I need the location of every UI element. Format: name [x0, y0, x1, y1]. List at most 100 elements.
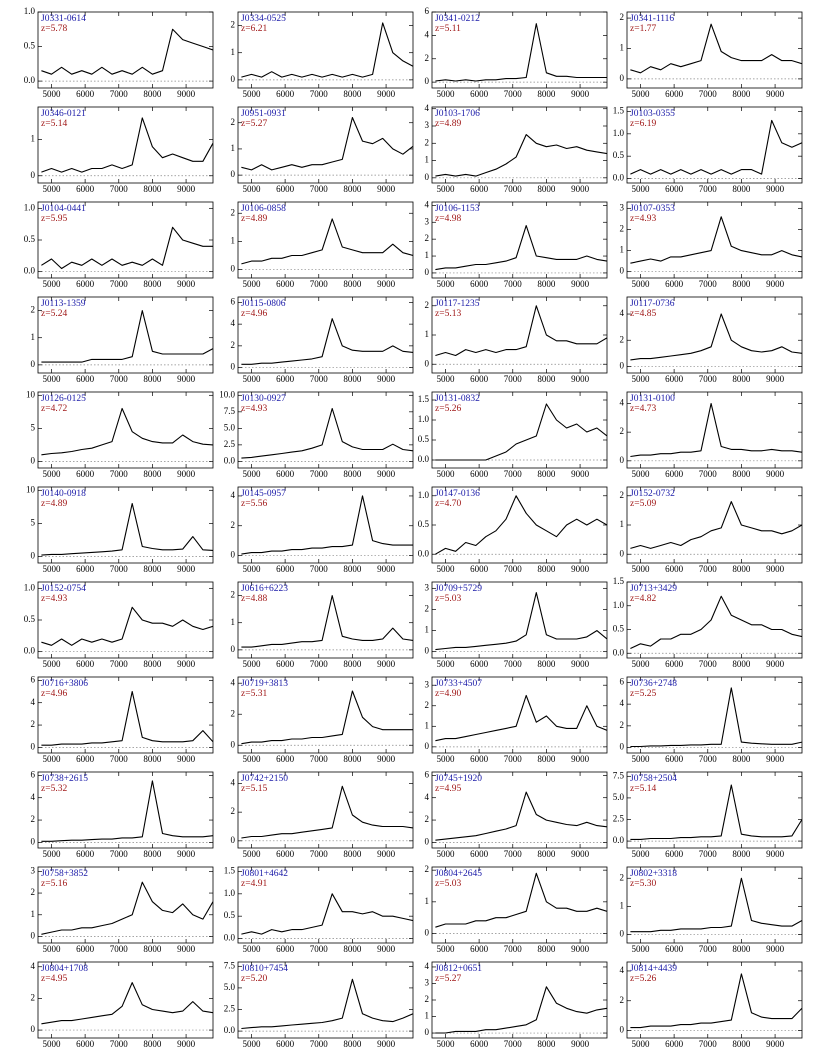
y-tick-label: 2 — [620, 426, 625, 436]
object-name: J0745+1920 — [435, 774, 482, 784]
y-tick-label: 5.0 — [613, 792, 625, 802]
y-tick-label: 1 — [620, 519, 625, 529]
y-tick-label: 2 — [31, 719, 36, 729]
frame — [626, 296, 803, 374]
x-tick-label: 5000 — [436, 564, 455, 574]
plot — [435, 225, 607, 271]
panel: 5000 6000 7000 8000 9000 0.0 2.5 5.0 7.5 J0758+25… — [613, 770, 803, 859]
x-tick-label: 6000 — [76, 89, 95, 99]
y-tick-label: 0 — [425, 741, 430, 751]
y-tick-label: 0 — [31, 455, 36, 465]
redshift: z=4.73 — [630, 404, 656, 414]
x-tick-label: 8000 — [143, 374, 162, 384]
panel: 5000 6000 7000 8000 9000 0.0 0.5 1.0 J0104-0441z… — [24, 201, 214, 289]
x-tick-label: 7000 — [310, 1039, 329, 1049]
object-name: J0126-0125 — [41, 394, 86, 404]
y-tick-label: 4 — [620, 308, 625, 318]
x-tick-label: 8000 — [143, 564, 162, 574]
y-tick-label: 4 — [231, 677, 236, 687]
x-tick-label: 5000 — [242, 849, 261, 859]
y-tick-label: 0.0 — [24, 75, 36, 85]
spectrum — [41, 502, 213, 556]
x-tick-label: 5000 — [242, 754, 261, 764]
x-tick-label: 6000 — [665, 659, 684, 669]
plot — [630, 973, 802, 1029]
redshift: z=5.26 — [630, 974, 656, 984]
plot — [241, 690, 413, 745]
x-tick-label: 5000 — [436, 1039, 455, 1049]
x-tick-label: 7000 — [699, 184, 718, 194]
plot — [630, 216, 802, 264]
x-tick-label: 5000 — [436, 184, 455, 194]
x-tick-label: 7000 — [310, 944, 329, 954]
x-tick-label: 9000 — [766, 279, 785, 289]
x-tick-label: 5000 — [42, 754, 61, 764]
redshift: z=4.96 — [241, 309, 267, 319]
frame — [626, 676, 803, 754]
y-tick-label: 0.5 — [224, 910, 236, 920]
y-tick-label: 5 — [31, 422, 36, 432]
redshift: z=5.03 — [435, 594, 461, 604]
plot — [241, 785, 413, 839]
plot — [241, 407, 413, 459]
x-tick-label: 6000 — [276, 184, 295, 194]
x-tick-label: 6000 — [470, 89, 489, 99]
y-tick-label: 2 — [620, 334, 625, 344]
y-tick-label: 2.5 — [613, 814, 625, 824]
y-tick-label: 2 — [425, 233, 430, 243]
y-tick-label: 1.0 — [613, 128, 625, 138]
y-tick-label: 4 — [620, 398, 625, 408]
plot — [241, 22, 413, 78]
y-tick-label: 1 — [425, 250, 430, 260]
x-tick-label: 8000 — [143, 469, 162, 479]
object-name: J0103-1706 — [435, 109, 480, 119]
x-tick-label: 8000 — [343, 754, 362, 764]
x-tick-label: 5000 — [631, 659, 650, 669]
redshift: z=5.24 — [41, 309, 67, 319]
x-tick-label: 6000 — [276, 754, 295, 764]
y-tick-label: 6 — [425, 6, 430, 16]
x-tick-label: 6000 — [665, 564, 684, 574]
y-tick-label: 0 — [231, 835, 236, 845]
frame — [431, 581, 608, 659]
x-tick-label: 7000 — [310, 374, 329, 384]
x-tick-label: 8000 — [143, 279, 162, 289]
x-tick-label: 6000 — [470, 659, 489, 669]
x-tick-label: 6000 — [76, 184, 95, 194]
y-tick-label: 2 — [231, 20, 236, 30]
y-tick-label: 0.0 — [613, 647, 625, 657]
y-tick-label: 7.5 — [613, 770, 625, 780]
object-name: J0147-0136 — [435, 489, 480, 499]
plot — [435, 872, 607, 928]
redshift: z=4.72 — [41, 404, 67, 414]
object-name: J0810+7454 — [241, 964, 288, 974]
y-tick-label: 2 — [31, 887, 36, 897]
y-tick-label: 4 — [425, 103, 430, 113]
x-tick-label: 8000 — [143, 849, 162, 859]
frame — [626, 866, 803, 944]
frame — [626, 106, 803, 184]
plot — [41, 28, 213, 75]
x-tick-label: 6000 — [76, 754, 95, 764]
y-tick-label: 3 — [425, 120, 430, 130]
plot — [435, 23, 607, 82]
x-tick-label: 6000 — [76, 374, 95, 384]
y-tick-label: 0 — [620, 929, 625, 939]
spectrum — [630, 216, 802, 264]
y-tick-label: 4 — [31, 792, 36, 802]
frame — [237, 201, 414, 279]
plot — [435, 694, 607, 742]
y-tick-label: 0.5 — [418, 519, 430, 529]
frame — [626, 961, 803, 1039]
frame — [37, 296, 214, 374]
x-tick-label: 8000 — [732, 469, 751, 479]
x-tick-label: 6000 — [76, 279, 95, 289]
spectrum — [41, 226, 213, 270]
x-tick-label: 6000 — [470, 944, 489, 954]
y-tick-label: 0.5 — [418, 434, 430, 444]
spectrum — [630, 313, 802, 361]
x-tick-label: 9000 — [766, 564, 785, 574]
object-name: J0341-0212 — [435, 14, 480, 24]
x-tick-label: 5000 — [436, 89, 455, 99]
